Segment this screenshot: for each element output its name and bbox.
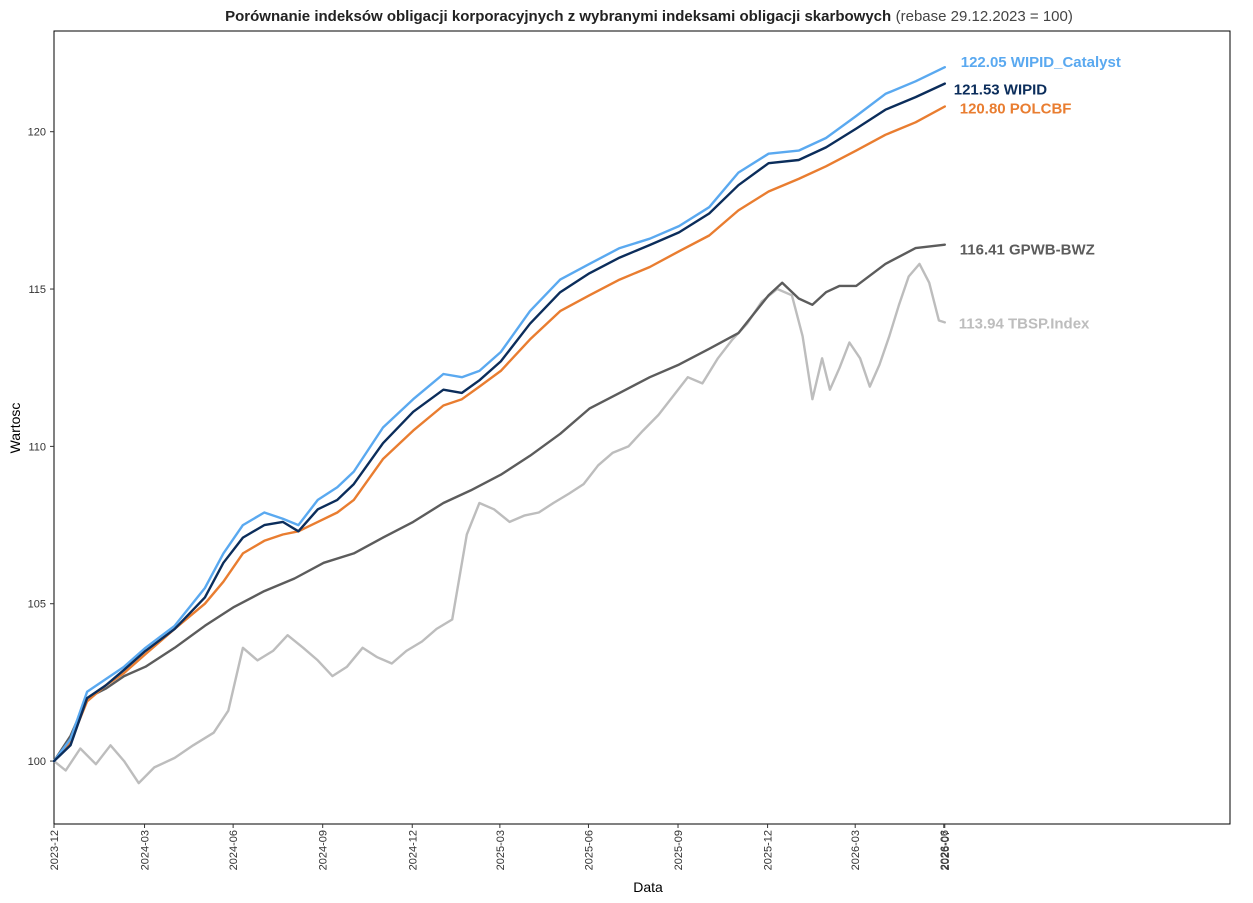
x-tick-label-9: 2026-03 <box>850 830 862 870</box>
x-tick-label-3: 2024-09 <box>318 830 330 870</box>
x-tick-label-2: 2024-06 <box>228 830 240 870</box>
chart-subtitle: (rebase 29.12.2023 = 100) <box>896 8 1073 25</box>
series-line-polcbf <box>52 105 946 763</box>
x-tick-label-8: 2025-12 <box>763 830 775 870</box>
x-tick-label-5: 2025-03 <box>495 830 507 870</box>
series-lines <box>52 66 946 785</box>
y-tick-label-3: 115 <box>28 284 46 296</box>
x-axis-ticks: 2023-12 2024-03 2024-06 2024-09 2024-12 2025-… <box>49 824 952 870</box>
x-tick-label-1: 2024-03 <box>140 830 152 870</box>
end-label-polcbf: 120.80 POLCBF <box>960 101 1072 118</box>
chart-title: Porównanie indeksów obligacji korporacyj… <box>225 8 1073 25</box>
y-tick-label-0: 100 <box>28 756 46 768</box>
x-tick-label-11: 2026-07 <box>940 830 952 870</box>
y-tick-label-2: 110 <box>28 441 46 453</box>
series-line-wipid <box>52 82 946 763</box>
end-label-gpwb-bwz: 116.41 GPWB-BWZ <box>960 242 1095 259</box>
y-tick-label-1: 105 <box>28 599 46 611</box>
x-tick-label-7: 2025-09 <box>673 830 685 870</box>
chart-title-main: Porównanie indeksów obligacji korporacyj… <box>225 8 891 25</box>
y-tick-label-4: 120 <box>28 127 46 139</box>
series-line-gpwb-bwz <box>52 243 946 763</box>
x-tick-label-0: 2023-12 <box>49 830 61 870</box>
x-tick-label-4: 2024-12 <box>407 830 419 870</box>
y-axis-title: Wartosc <box>7 403 23 454</box>
end-label-tbsp-index: 113.94 TBSP.Index <box>959 315 1090 332</box>
end-label-wipid-catalyst: 122.05 WIPID_Catalyst <box>961 54 1121 71</box>
series-line-tbsp-index <box>52 262 946 785</box>
plot-frame <box>53 30 1231 825</box>
y-axis-ticks: 100 105 110 115 120 <box>28 127 54 768</box>
x-axis-title: Data <box>633 879 663 895</box>
series-line-wipid-catalyst <box>52 66 946 763</box>
end-labels: 122.05 WIPID_Catalyst 121.53 WIPID 120.80 … <box>954 54 1121 332</box>
x-tick-label-10: 2026-06 <box>939 830 951 870</box>
end-label-wipid: 121.53 WIPID <box>954 82 1048 99</box>
x-tick-label-6: 2025-06 <box>583 830 595 870</box>
